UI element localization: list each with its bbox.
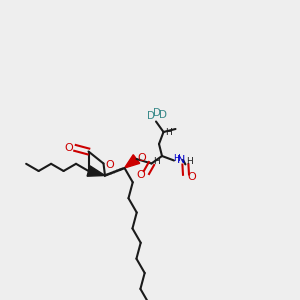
Text: H: H: [186, 157, 193, 166]
Text: O: O: [136, 170, 146, 181]
Text: O: O: [64, 143, 73, 153]
Polygon shape: [124, 155, 140, 168]
Text: N: N: [177, 155, 185, 165]
Text: D: D: [147, 111, 154, 121]
Text: H: H: [165, 128, 172, 137]
Text: H: H: [174, 154, 180, 163]
Text: H: H: [154, 158, 160, 166]
Text: O: O: [137, 153, 146, 164]
Text: O: O: [106, 160, 115, 170]
Text: D: D: [159, 110, 167, 120]
Polygon shape: [87, 166, 105, 176]
Text: D: D: [154, 107, 161, 118]
Text: O: O: [187, 172, 196, 182]
